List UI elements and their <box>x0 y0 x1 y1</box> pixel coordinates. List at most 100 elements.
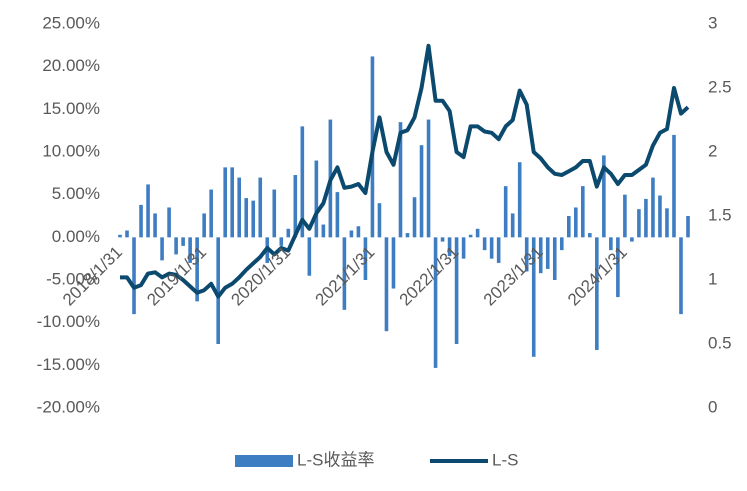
bar <box>665 208 669 238</box>
line <box>120 43 690 299</box>
y2-tick-label: 1 <box>708 269 717 288</box>
legend-swatch <box>235 455 293 467</box>
bar <box>461 237 466 259</box>
bar <box>468 234 473 238</box>
bar <box>230 167 234 238</box>
bar <box>356 226 361 238</box>
y2-tick-label: 3 <box>708 13 717 32</box>
bar <box>566 216 571 238</box>
bar <box>174 237 178 255</box>
bar <box>602 155 606 238</box>
x-tick-label: 2020/1/31 <box>227 243 294 310</box>
bar <box>181 237 185 246</box>
bar <box>307 237 312 276</box>
bar <box>581 186 585 238</box>
bar <box>384 237 389 332</box>
bar <box>300 126 305 238</box>
bar <box>405 233 410 238</box>
bar <box>426 119 431 238</box>
y2-tick-label: 0 <box>708 397 717 416</box>
bar <box>125 230 129 238</box>
legend-label: L-S <box>492 450 518 469</box>
x-tick-label: 2022/1/31 <box>396 243 463 310</box>
y2-tick-label: 0.5 <box>708 333 732 352</box>
bar <box>447 237 452 257</box>
legend-label: L-S收益率 <box>297 450 374 469</box>
y2-tick-label: 2 <box>708 141 717 160</box>
y-tick-label: 25.00% <box>42 13 100 32</box>
bar <box>139 204 143 238</box>
bar <box>342 237 347 310</box>
bar <box>321 224 326 238</box>
bar <box>531 237 536 357</box>
y-tick-label: 5.00% <box>52 184 100 203</box>
bar <box>412 197 417 238</box>
bar <box>293 175 298 238</box>
bar <box>118 234 122 238</box>
bar <box>258 177 263 238</box>
bar <box>482 237 487 251</box>
bar <box>223 167 227 238</box>
bar <box>363 237 368 280</box>
bar <box>510 213 515 238</box>
bar <box>440 237 445 242</box>
bar <box>658 195 662 238</box>
bar <box>574 207 578 238</box>
bar <box>244 198 249 238</box>
bar <box>686 216 690 238</box>
bar <box>517 162 522 238</box>
bar <box>419 145 424 238</box>
bar <box>433 237 438 368</box>
bar <box>279 237 284 246</box>
bar <box>188 237 192 263</box>
bar <box>237 177 242 238</box>
y-tick-label: 0.00% <box>52 227 100 246</box>
bar <box>146 184 150 238</box>
bar <box>644 198 648 238</box>
bar <box>595 237 599 350</box>
bar <box>630 237 634 242</box>
bar <box>559 237 564 251</box>
bar <box>475 228 480 238</box>
bar <box>496 237 501 263</box>
bar <box>251 200 256 238</box>
y-tick-label: -10.00% <box>37 312 100 331</box>
bar <box>545 237 550 269</box>
bar <box>391 237 396 289</box>
bar <box>167 207 171 238</box>
bar <box>637 209 641 238</box>
bar <box>489 237 494 259</box>
bar <box>195 237 199 302</box>
bar <box>286 228 291 238</box>
bar <box>153 213 157 238</box>
bar <box>538 237 543 274</box>
y-tick-label: 20.00% <box>42 56 100 75</box>
bar <box>524 237 529 272</box>
bar <box>552 237 557 280</box>
bar <box>651 177 655 238</box>
bar <box>160 237 164 261</box>
bar <box>616 237 620 298</box>
bar <box>398 122 403 238</box>
bar <box>349 230 354 238</box>
bar <box>216 237 220 344</box>
y2-tick-label: 1.5 <box>708 205 732 224</box>
bar <box>272 189 277 238</box>
bar <box>132 237 136 315</box>
y-tick-label: -5.00% <box>46 269 100 288</box>
y-tick-label: -15.00% <box>37 355 100 374</box>
y-tick-label: -20.00% <box>37 397 100 416</box>
bar <box>377 203 382 238</box>
bar <box>335 192 340 238</box>
bar <box>588 233 592 238</box>
bar <box>503 186 508 238</box>
y-tick-label: 10.00% <box>42 141 100 160</box>
bar <box>623 194 627 238</box>
bar <box>202 213 206 238</box>
bar <box>609 237 613 251</box>
bar <box>454 237 459 344</box>
y-tick-label: 15.00% <box>42 99 100 118</box>
y2-tick-label: 2.5 <box>708 77 732 96</box>
bar <box>314 160 319 238</box>
